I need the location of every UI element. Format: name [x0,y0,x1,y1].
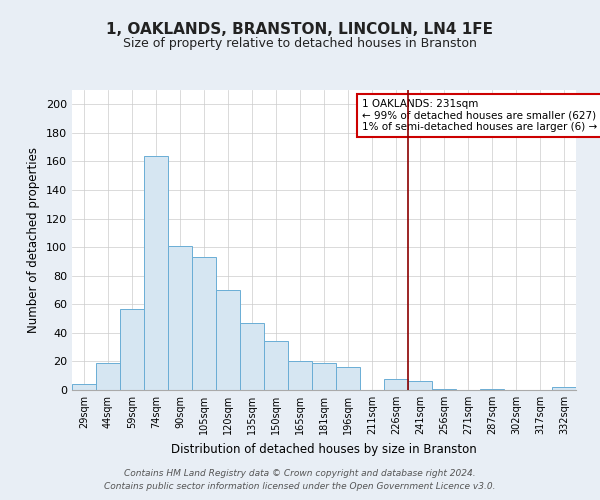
Bar [72,384,96,390]
Bar [432,388,456,390]
Bar [288,362,312,390]
Bar [384,378,408,390]
Bar [480,388,504,390]
Bar [264,342,288,390]
Bar [192,257,216,390]
Bar [96,363,120,390]
Bar [144,156,168,390]
X-axis label: Distribution of detached houses by size in Branston: Distribution of detached houses by size … [171,442,477,456]
Bar [408,382,432,390]
Y-axis label: Number of detached properties: Number of detached properties [28,147,40,333]
Bar [312,363,336,390]
Bar [168,246,192,390]
Text: Size of property relative to detached houses in Branston: Size of property relative to detached ho… [123,38,477,51]
Bar [120,308,144,390]
Bar [240,323,264,390]
Text: 1, OAKLANDS, BRANSTON, LINCOLN, LN4 1FE: 1, OAKLANDS, BRANSTON, LINCOLN, LN4 1FE [107,22,493,38]
Text: Contains HM Land Registry data © Crown copyright and database right 2024.: Contains HM Land Registry data © Crown c… [124,468,476,477]
Text: 1 OAKLANDS: 231sqm
← 99% of detached houses are smaller (627)
1% of semi-detache: 1 OAKLANDS: 231sqm ← 99% of detached hou… [362,99,597,132]
Bar [336,367,360,390]
Bar [552,387,576,390]
Bar [216,290,240,390]
Text: Contains public sector information licensed under the Open Government Licence v3: Contains public sector information licen… [104,482,496,491]
